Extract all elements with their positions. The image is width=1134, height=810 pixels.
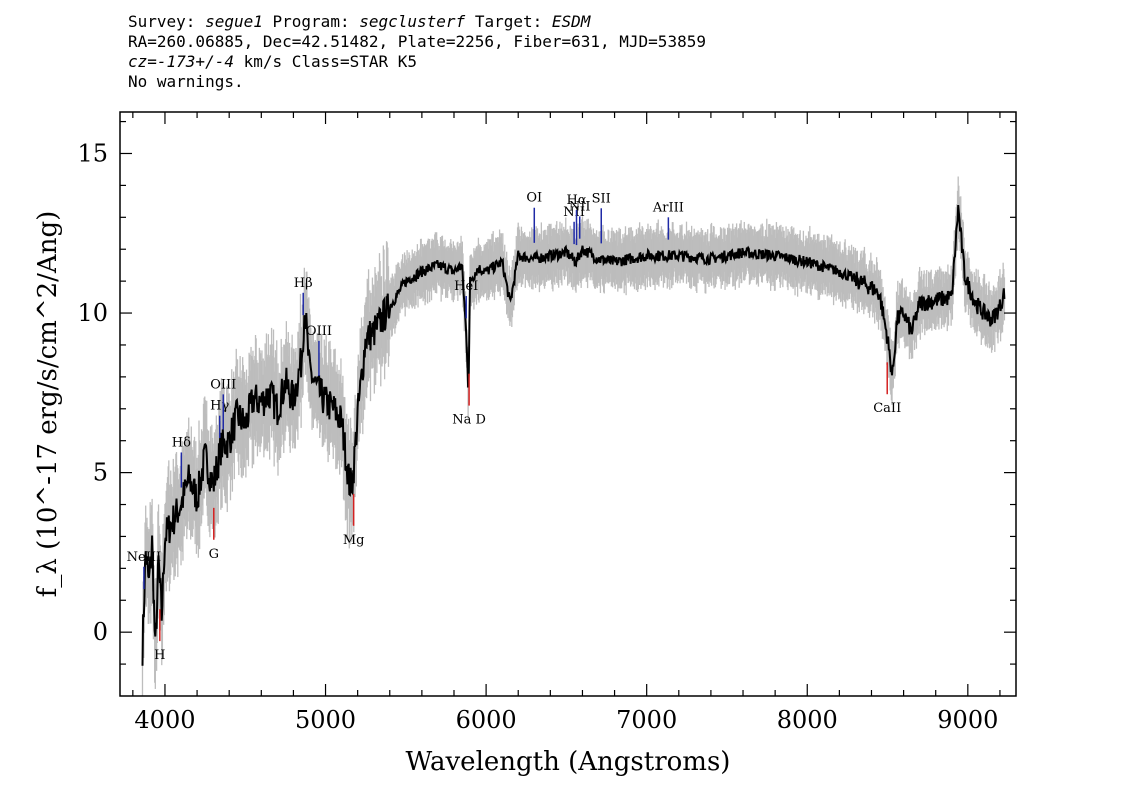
- emission-label: NII: [569, 199, 591, 214]
- survey-value: segue1: [205, 12, 263, 31]
- header-line-warnings: No warnings.: [128, 72, 244, 91]
- x-tick-label: 5000: [295, 706, 356, 734]
- flux-line: [141, 205, 1006, 666]
- header-line-survey: Survey: segue1 Program: segclusterf Targ…: [128, 12, 706, 32]
- emission-label: SII: [592, 191, 611, 206]
- emission-label: ArIII: [652, 200, 684, 215]
- absorption-label: Mg: [343, 533, 365, 548]
- header-line-coords: RA=260.06885, Dec=42.51482, Plate=2256, …: [128, 32, 706, 51]
- x-tick-label: 8000: [777, 706, 838, 734]
- y-tick-label: 0: [93, 618, 108, 646]
- y-tick-label: 10: [77, 299, 108, 327]
- y-axis-title: f_λ (10^-17 erg/s/cm^2/Ang): [33, 211, 63, 597]
- emission-label: Hδ: [172, 435, 191, 450]
- program-label: Program:: [272, 12, 350, 31]
- y-tick-label: 5: [93, 459, 108, 487]
- emission-label: NeIII: [127, 550, 161, 565]
- line-annotations: NeIIIHδHγOIIIHβOIIIHeIOINIIHαNIISIIArIII…: [127, 191, 902, 663]
- emission-label: NII: [563, 205, 585, 220]
- emission-label: Hβ: [294, 276, 313, 291]
- x-tick-label: 4000: [134, 706, 195, 734]
- emission-label: OIII: [210, 377, 236, 392]
- plot-frame: [119, 111, 1017, 697]
- absorption-label: Na D: [452, 413, 486, 428]
- header-line-redshift: cz=-173+/-4 km/s Class=STAR K5: [128, 52, 706, 72]
- spectrum-header: Survey: segue1 Program: segclusterf Targ…: [128, 12, 706, 92]
- class-value: km/s Class=STAR K5: [243, 52, 417, 71]
- x-tick-label: 7000: [616, 706, 677, 734]
- absorption-label: H: [154, 648, 165, 663]
- emission-label: Hα: [566, 193, 586, 208]
- flux-layer: [141, 205, 1006, 666]
- x-tick-label: 9000: [937, 706, 998, 734]
- target-label: Target:: [474, 12, 543, 31]
- absorption-label: G: [209, 547, 219, 562]
- emission-label: Hγ: [210, 399, 229, 414]
- y-tick-label: 15: [77, 139, 108, 167]
- emission-label: HeI: [454, 279, 478, 294]
- axis-ticks: 4000 5000 6000 7000 8000 9000 0 5 10 15: [77, 112, 1016, 734]
- x-tick-label: 6000: [456, 706, 517, 734]
- error-band-layer: [141, 176, 1006, 696]
- target-value: ESDM: [551, 12, 591, 31]
- absorption-label: CaII: [873, 401, 901, 416]
- survey-label: Survey:: [128, 12, 196, 31]
- program-value: segclusterf: [359, 12, 466, 31]
- emission-label: OIII: [306, 324, 332, 339]
- emission-label: OI: [526, 191, 542, 206]
- cz-value: cz=-173+/-4: [128, 52, 234, 71]
- x-axis-title: Wavelength (Angstroms): [406, 747, 731, 777]
